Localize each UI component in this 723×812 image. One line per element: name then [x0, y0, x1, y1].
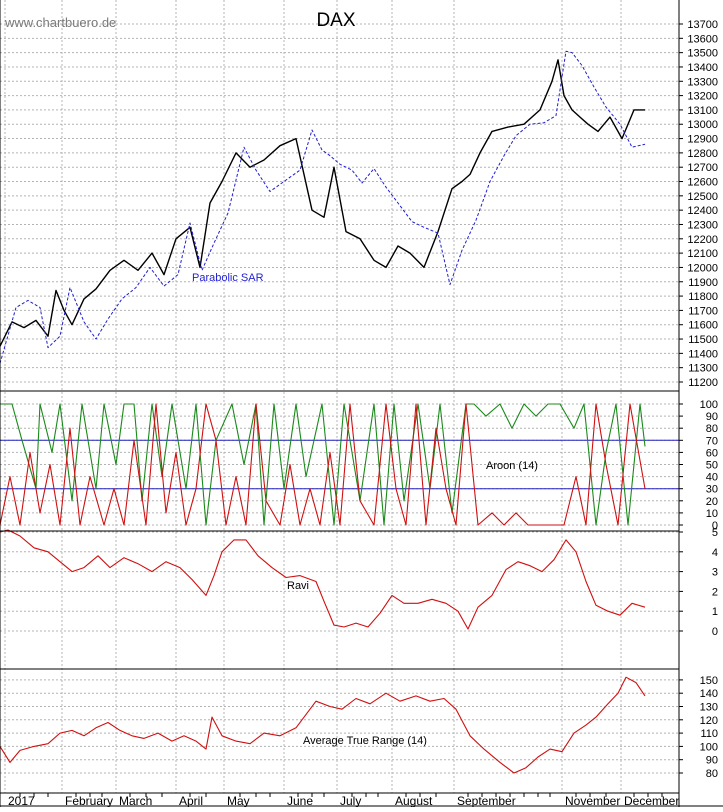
sar-series-line: [0, 50, 646, 364]
y-tick-label: 2: [712, 586, 718, 598]
y-tick-label: 80: [706, 768, 718, 780]
y-tick-label: 13100: [687, 105, 718, 117]
panel-annotation: Aroon (14): [486, 460, 538, 472]
y-tick-label: 90: [706, 755, 718, 767]
y-tick-label: 20: [706, 496, 718, 508]
y-tick-label: 11800: [688, 291, 718, 303]
y-tick-label: 12900: [687, 134, 718, 146]
y-tick-label: 11300: [688, 363, 718, 375]
x-month-label: February: [65, 794, 113, 807]
x-month-label: March: [119, 794, 152, 807]
y-tick-label: 70: [706, 435, 718, 447]
y-tick-label: 5: [712, 527, 718, 539]
x-month-label: November: [565, 794, 620, 807]
panel-annotation: Ravi: [287, 580, 309, 592]
x-month-label: 2017: [8, 794, 35, 807]
y-tick-label: 11600: [688, 320, 718, 332]
grid-layer: [0, 0, 683, 797]
y-tick-label: 100: [700, 399, 718, 411]
y-tick-label: 60: [706, 447, 718, 459]
y-tick-label: 150: [700, 675, 718, 687]
y-tick-label: 3: [712, 567, 718, 579]
y-tick-label: 13000: [687, 119, 718, 131]
y-tick-label: 12200: [687, 234, 718, 246]
indicator-line: [0, 676, 646, 774]
y-tick-label: 13400: [687, 62, 718, 74]
label-layer: 1120011300114001150011600117001180011900…: [8, 19, 718, 808]
y-tick-label: 13300: [687, 76, 718, 88]
y-tick-label: 50: [706, 460, 718, 472]
aroon-down-line: [0, 403, 646, 526]
y-tick-label: 12700: [687, 162, 718, 174]
panel-annotation: Average True Range (14): [303, 735, 427, 747]
y-tick-label: 12600: [687, 177, 718, 189]
x-month-label: September: [457, 794, 516, 807]
y-tick-label: 11900: [688, 277, 718, 289]
y-tick-label: 130: [700, 702, 718, 714]
y-tick-label: 12400: [687, 205, 718, 217]
y-tick-label: 140: [700, 688, 718, 700]
y-tick-label: 80: [706, 423, 718, 435]
y-tick-label: 11200: [688, 377, 718, 389]
y-tick-label: 12800: [687, 148, 718, 160]
y-tick-label: 40: [706, 472, 718, 484]
indicator-line: [0, 529, 646, 630]
y-tick-label: 12100: [687, 248, 718, 260]
y-tick-label: 11500: [688, 334, 718, 346]
chart-title: DAX: [316, 10, 355, 31]
x-month-label: June: [287, 794, 313, 807]
x-month-label: April: [179, 794, 203, 807]
y-tick-label: 4: [712, 547, 718, 559]
y-tick-label: 90: [706, 411, 718, 423]
x-month-label: December: [624, 794, 679, 807]
x-month-label: August: [395, 794, 433, 807]
price-series-line: [0, 59, 645, 347]
y-tick-label: 110: [700, 728, 718, 740]
x-month-label: July: [340, 794, 361, 807]
y-tick-label: 1: [712, 606, 718, 618]
x-month-label: May: [227, 794, 250, 807]
y-tick-label: 120: [700, 715, 718, 727]
y-tick-label: 12000: [687, 262, 718, 274]
panel-annotation: Parabolic SAR: [192, 272, 264, 284]
series-layer: [0, 50, 679, 774]
y-tick-label: 30: [706, 484, 718, 496]
y-tick-label: 10: [706, 508, 718, 520]
y-tick-label: 12500: [687, 191, 718, 203]
aroon-up-line: [0, 403, 646, 526]
y-tick-label: 13600: [687, 33, 718, 45]
y-tick-label: 12300: [687, 219, 718, 231]
y-tick-label: 13700: [687, 19, 718, 31]
y-tick-label: 100: [700, 741, 718, 753]
y-tick-label: 11700: [688, 305, 718, 317]
watermark: www.chartbuero.de: [4, 15, 116, 30]
y-tick-label: 13500: [687, 48, 718, 60]
y-tick-label: 0: [712, 520, 718, 532]
y-tick-label: 11400: [688, 348, 718, 360]
y-tick-label: 13200: [687, 91, 718, 103]
y-tick-label: 0: [712, 626, 718, 638]
